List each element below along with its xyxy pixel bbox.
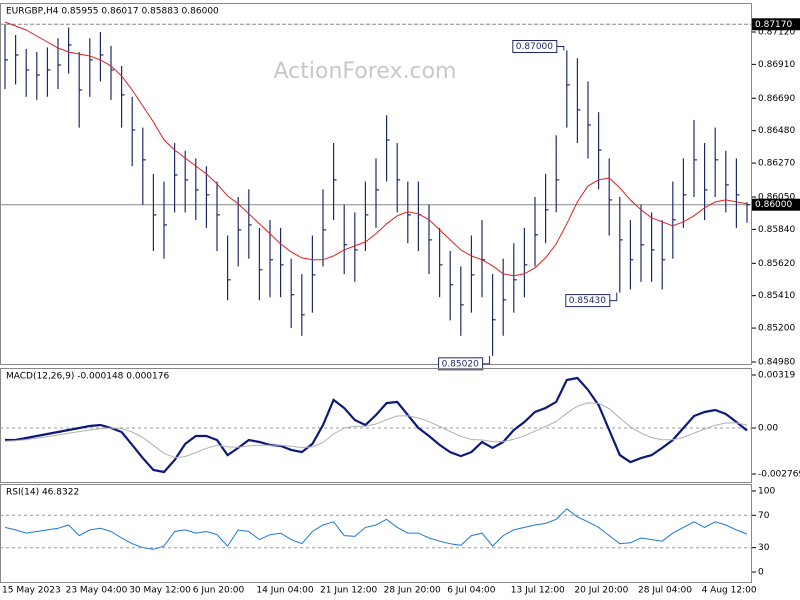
x-tick-label: 14 Jun 04:00 [256,586,313,596]
price-label-box [752,198,800,211]
y-tick-label: 0.86910 [758,60,795,70]
x-tick-label: 28 Jun 20:00 [384,586,441,596]
price-label-box [752,18,800,31]
y-tick-label: 0 [758,568,764,578]
y-tick-label: 30 [758,543,770,553]
y-tick-label: 0.85410 [758,291,795,301]
annotation-leader [609,292,618,302]
y-tick-label: 0.00319 [758,370,795,380]
y-tick-label: 0.85620 [758,259,795,269]
annotation-box [565,294,611,308]
annotation-label: 0.85020 [442,359,479,369]
y-tick-label: -0.002769 [758,470,800,480]
annotation-box [512,39,558,53]
moving-average [4,21,748,277]
x-tick-label: 13 Jul 12:00 [511,586,565,596]
y-tick-label: 0.86050 [758,192,795,202]
annotation-leader [482,355,491,365]
x-tick-label: 28 Jul 04:00 [638,586,692,596]
panel-title: EURGBP,H4 0.85955 0.86017 0.85883 0.8600… [6,7,219,17]
panel-frame [0,3,752,365]
y-tick-label: 0.86690 [758,94,795,104]
x-tick-label: 20 Jul 20:00 [574,586,628,596]
x-tick-label: 21 Jun 12:00 [320,586,377,596]
x-tick-label: 4 Aug 12:00 [702,586,757,596]
annotation-label: 0.87000 [516,42,553,52]
y-tick-label: 0.84980 [758,357,795,367]
panel-title: RSI(14) 46.8322 [6,488,79,498]
y-tick-label: 0.85200 [758,324,795,334]
series-line [5,376,748,474]
annotation-leader [556,45,565,51]
y-tick-label: 0.85840 [758,225,795,235]
y-tick-label: 0.86270 [758,159,795,169]
y-tick-label: 70 [758,511,770,521]
panel-frame [0,484,752,583]
y-tick-label: 100 [758,486,775,496]
x-tick-label: 6 Jul 04:00 [447,586,496,596]
y-tick-label: 0.87120 [758,27,795,37]
y-tick-label: 0.00 [758,423,778,433]
watermark: ActionForex.com [274,59,457,84]
annotation-box [438,357,484,371]
panel-frame [0,368,752,483]
price-label: 0.87170 [755,20,792,30]
panel-title: MACD(12,26,9) -0.000148 0.000176 [6,372,169,382]
x-tick-label: 6 Jun 20:00 [193,586,245,596]
price-label: 0.86000 [755,200,792,210]
x-tick-label: 30 May 12:00 [129,586,191,596]
y-tick-label: 0.86480 [758,126,795,136]
x-tick-label: 15 May 2023 [2,586,61,596]
series-line [4,402,748,459]
series-line [4,508,748,550]
x-tick-label: 23 May 04:00 [66,586,128,596]
annotation-label: 0.85430 [569,296,606,306]
